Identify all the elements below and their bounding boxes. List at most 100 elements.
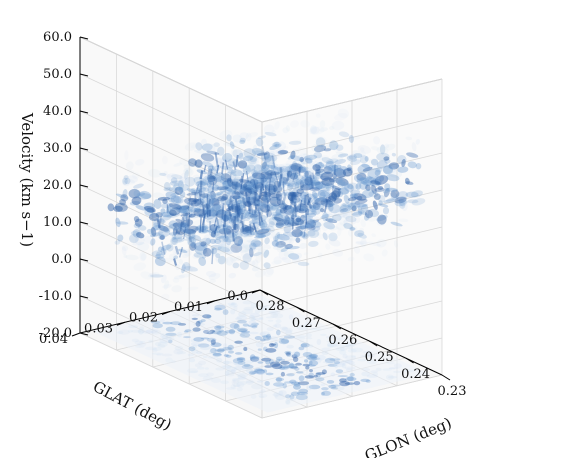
projection-blob [183,336,191,338]
projection-blob [360,379,369,382]
projection-blob [177,332,182,338]
emission-streak [294,192,296,200]
projection-blob [234,324,240,330]
projection-blob [305,375,315,378]
projection-blob [281,372,285,377]
projection-blob [265,348,276,353]
projection-blob [258,394,267,398]
projection-blob [265,360,270,364]
projection-blob [217,348,225,352]
projection-blob [228,345,234,350]
projection-blob [372,372,378,375]
projection-blob [322,369,327,374]
projection-blob [284,335,295,338]
projection-blob [315,377,324,381]
z-tick-label: 30.0 [43,141,72,156]
emission-blob [322,212,328,221]
projection-blob [177,351,187,354]
emission-streak [313,173,314,180]
projection-blob [207,338,217,342]
projection-blob [237,387,243,391]
z-tick-label: 60.0 [43,30,72,45]
projection-blob [235,352,242,355]
projection-blob [337,387,344,390]
projection-blob [322,351,329,355]
projection-blob [329,358,340,361]
projection-blob [157,344,165,348]
projection-blob [286,400,291,405]
emission-streak [213,182,214,192]
projection-blob [203,356,208,358]
projection-blob [268,320,274,322]
projection-blob [189,358,195,362]
projection-blob [257,380,264,382]
projection-blob [280,361,290,365]
projection-blob [276,319,282,323]
projection-blob [308,356,318,360]
projection-blob [251,326,257,329]
projection-blob [160,319,165,322]
projection-blob [339,378,347,382]
projection-blob [300,340,304,342]
projection-blob [216,326,224,329]
projection-blob [306,337,313,339]
projection-blob [193,337,204,342]
projection-blob [289,380,296,384]
projection-blob [266,316,274,318]
emission-streak [187,213,188,228]
projection-blob [215,367,225,370]
emission-streak [308,209,309,215]
projection-blob [203,330,213,334]
projection-blob [259,332,266,335]
projection-blob [347,376,354,381]
projection-blob [232,361,241,365]
projection-blob [205,367,209,370]
projection-blob [345,355,356,360]
projection-blob [226,387,237,390]
y-tick-label: 0.01 [174,300,203,315]
projection-blob [255,336,262,340]
projection-blob [225,330,235,333]
projection-blob [304,359,308,362]
projection-blob [327,380,334,384]
z-axis-label: Velocity (km s−1) [18,112,36,247]
projection-blob [117,331,124,334]
projection-blob [309,369,313,372]
z-tick-label: 0.0 [51,252,72,267]
projection-blob [361,372,370,377]
emission-streak [258,196,259,212]
emission-blob [308,229,319,238]
y-tick-label: 0.0 [227,289,248,304]
projection-blob [308,344,313,347]
emission-blob [343,219,356,226]
emission-blob [406,192,419,198]
emission-streak [201,170,203,179]
projection-blob [279,339,289,344]
projection-blob [296,335,307,337]
projection-blob [193,327,201,331]
emission-blob [194,252,203,257]
emission-blob [212,187,225,191]
emission-streak [305,195,306,205]
projection-blob [198,373,209,377]
projection-blob [252,318,263,321]
emission-streak [201,180,202,195]
projection-blob [233,306,237,311]
projection-blob [321,348,330,351]
z-tick-label: 40.0 [43,104,72,119]
x-tick-label: 0.25 [365,350,394,365]
projection-blob [276,330,281,336]
projection-blob [246,368,253,373]
projection-blob [336,369,343,373]
projection-blob [293,357,298,362]
x-tick-label: 0.24 [401,367,430,382]
projection-blob [270,362,280,367]
projection-blob [170,321,181,325]
projection-blob [283,366,289,369]
projection-blob [317,339,322,345]
projection-blob [251,384,263,390]
y-tick [72,333,80,336]
projection-blob [214,305,225,310]
projection-blob [294,352,300,358]
